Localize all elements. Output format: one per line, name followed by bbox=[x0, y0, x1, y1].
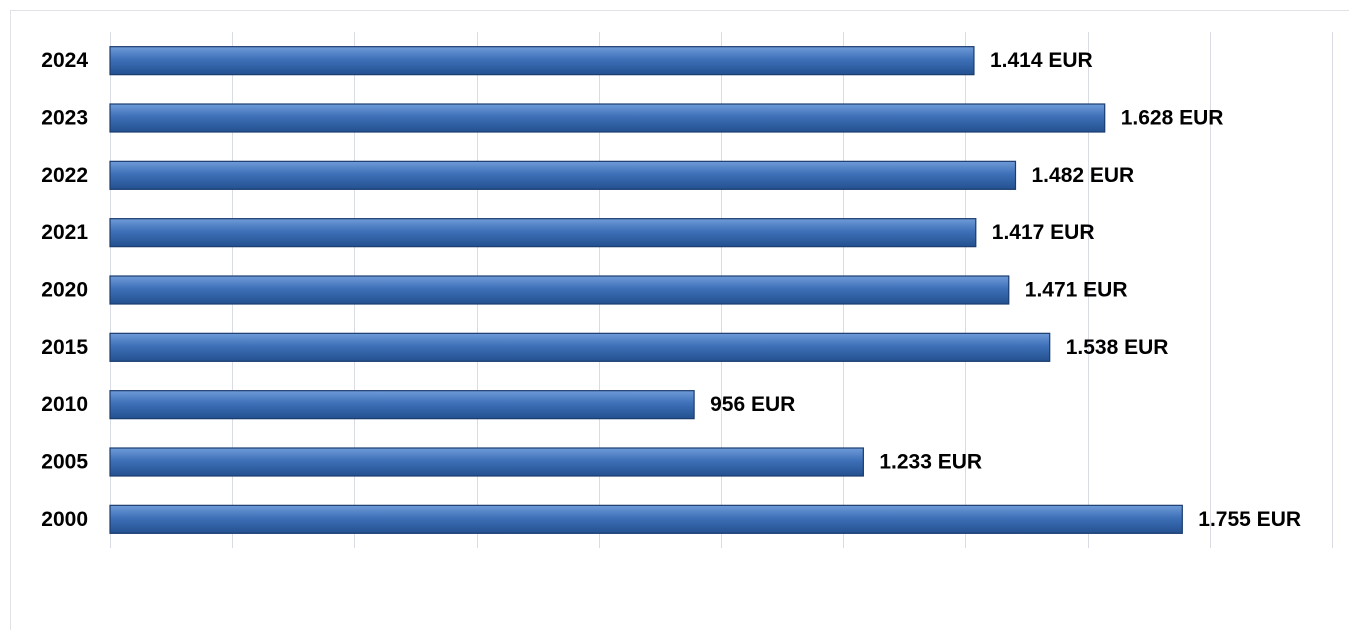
bar bbox=[109, 218, 977, 248]
value-label: 1.538 EUR bbox=[1066, 336, 1169, 359]
y-tick-label: 2020 bbox=[41, 279, 88, 302]
value-label: 1.755 EUR bbox=[1198, 508, 1301, 531]
y-tick-label: 2005 bbox=[41, 451, 88, 474]
chart-frame bbox=[10, 10, 1349, 630]
bar bbox=[109, 160, 1017, 190]
value-label: 1.417 EUR bbox=[992, 221, 1095, 244]
bar bbox=[109, 447, 864, 477]
value-label: 1.628 EUR bbox=[1121, 107, 1224, 130]
bar bbox=[109, 390, 695, 420]
bar bbox=[109, 275, 1010, 305]
y-tick-label: 2010 bbox=[41, 393, 88, 416]
y-tick-label: 2023 bbox=[41, 107, 88, 130]
y-tick-label: 2015 bbox=[41, 336, 88, 359]
bar bbox=[109, 46, 975, 76]
y-tick-label: 2000 bbox=[41, 508, 88, 531]
bar bbox=[109, 504, 1183, 534]
value-label: 1.233 EUR bbox=[879, 451, 982, 474]
y-tick-label: 2024 bbox=[41, 49, 88, 72]
value-label: 1.482 EUR bbox=[1032, 164, 1135, 187]
bar bbox=[109, 332, 1051, 362]
y-tick-label: 2021 bbox=[41, 221, 88, 244]
y-tick-label: 2022 bbox=[41, 164, 88, 187]
bar bbox=[109, 103, 1106, 133]
value-label: 956 EUR bbox=[710, 393, 795, 416]
value-label: 1.471 EUR bbox=[1025, 279, 1128, 302]
value-label: 1.414 EUR bbox=[990, 49, 1093, 72]
